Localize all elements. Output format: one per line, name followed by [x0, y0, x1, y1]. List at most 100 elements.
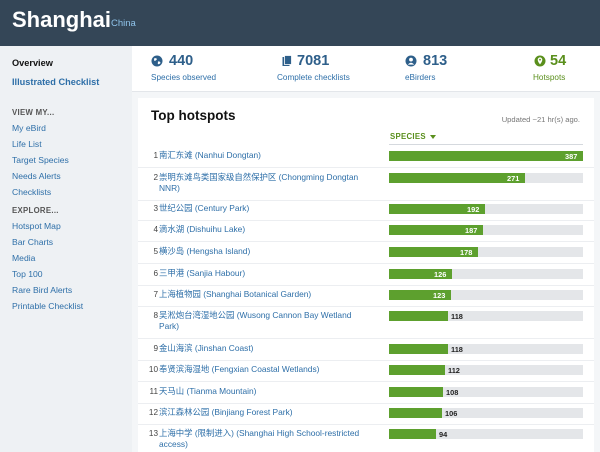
species-bar-track: 178	[389, 247, 583, 257]
species-count: 106	[445, 409, 458, 418]
hotspot-link[interactable]: 滨江森林公园 (Binjiang Forest Park)	[159, 407, 293, 417]
row-divider	[138, 424, 594, 425]
sidebar-item-top-100[interactable]: Top 100	[12, 269, 43, 279]
row-divider	[138, 360, 594, 361]
row-divider	[138, 263, 594, 264]
sidebar-item-needs-alerts[interactable]: Needs Alerts	[12, 171, 61, 181]
sidebar-item-rare-bird-alerts[interactable]: Rare Bird Alerts	[12, 285, 73, 295]
sidebar-item-hotspot-map[interactable]: Hotspot Map	[12, 221, 61, 231]
species-bar-track: 108	[389, 387, 583, 397]
sidebar-item-checklists[interactable]: Checklists	[12, 187, 52, 197]
hotspot-link[interactable]: 上海中学 (限制进入) (Shanghai High School-restri…	[159, 428, 360, 449]
species-bar	[389, 225, 483, 235]
species-bar	[389, 365, 445, 375]
row-divider	[138, 403, 594, 404]
species-bar	[389, 429, 436, 439]
species-bar-track: 106	[389, 408, 583, 418]
row-divider	[138, 338, 594, 339]
species-bar	[389, 290, 451, 300]
sidebar-section-explore: EXPLORE...	[12, 206, 59, 215]
row-divider	[138, 381, 594, 382]
species-count: 126	[434, 270, 447, 279]
hotspot-rank: 3	[153, 204, 158, 213]
species-count: 387	[565, 152, 578, 161]
hotspot-link[interactable]: 横沙岛 (Hengsha Island)	[159, 246, 251, 256]
page-title: Shanghai	[12, 7, 112, 32]
user-icon	[405, 55, 417, 67]
hotspot-link[interactable]: 天马山 (Tianma Mountain)	[159, 386, 257, 396]
hotspot-rank: 2	[153, 173, 158, 182]
species-bar	[389, 151, 583, 161]
country-link[interactable]: China	[111, 18, 136, 29]
species-bar-track: 123	[389, 290, 583, 300]
species-count: 187	[465, 226, 478, 235]
hotspot-link[interactable]: 三甲港 (Sanjia Habour)	[159, 268, 246, 278]
hotspot-rank: 4	[153, 225, 158, 234]
species-bar	[389, 387, 443, 397]
species-count: 271	[507, 174, 520, 183]
hotspot-link[interactable]: 奉贤滨海湿地 (Fengxian Coastal Wetlands)	[159, 364, 320, 374]
row-divider	[138, 285, 594, 286]
species-count: 192	[467, 205, 480, 214]
updated-timestamp: Updated ~21 hr(s) ago.	[501, 115, 580, 124]
section-title: Top hotspots	[151, 108, 236, 123]
sidebar-item-bar-charts[interactable]: Bar Charts	[12, 237, 54, 247]
header-divider	[389, 144, 583, 145]
hotspot-link[interactable]: 滴水湖 (Dishuihu Lake)	[159, 224, 246, 234]
stats-bar: 440 Species observed 7081 Complete check…	[132, 46, 600, 92]
row-divider	[138, 167, 594, 168]
hotspot-rank: 5	[153, 247, 158, 256]
species-count: 112	[448, 366, 460, 375]
species-bar-track: 112	[389, 365, 583, 375]
species-bar	[389, 344, 448, 354]
row-divider	[138, 306, 594, 307]
species-count: 108	[446, 388, 459, 397]
hotspot-rank: 10	[148, 365, 158, 374]
species-bar-track: 126	[389, 269, 583, 279]
hotspot-rank: 12	[148, 408, 158, 417]
sidebar-item-printable-checklist[interactable]: Printable Checklist	[12, 301, 84, 311]
top-hotspots-card: Top hotspots Updated ~21 hr(s) ago. SPEC…	[138, 98, 594, 452]
hotspot-link[interactable]: 南汇东滩 (Nanhui Dongtan)	[159, 150, 261, 160]
species-bar-track: 271	[389, 173, 583, 183]
hotspot-link[interactable]: 上海植物园 (Shanghai Botanical Garden)	[159, 289, 312, 299]
species-bar-track: 118	[389, 311, 583, 321]
species-bar	[389, 311, 448, 321]
sidebar-item-my-ebird[interactable]: My eBird	[12, 123, 46, 133]
species-bar-track: 118	[389, 344, 583, 354]
species-bar	[389, 173, 525, 183]
species-bar-track: 192	[389, 204, 583, 214]
hotspot-rank: 7	[153, 290, 158, 299]
sidebar-section-view: VIEW MY...	[12, 108, 55, 117]
species-sort-header[interactable]: SPECIES	[390, 132, 436, 141]
location-header: Shanghai China	[0, 0, 600, 46]
sidebar-item-illustrated-checklist[interactable]: Illustrated Checklist	[12, 77, 100, 87]
checklist-icon	[282, 55, 292, 66]
species-count: 118	[451, 312, 463, 321]
hotspot-rank: 1	[153, 151, 158, 160]
hotspot-rank: 11	[149, 387, 159, 396]
sidebar-item-life-list[interactable]: Life List	[12, 139, 42, 149]
row-divider	[138, 200, 594, 201]
hotspot-link[interactable]: 吴淞炮台湾湿地公园 (Wusong Cannon Bay Wetland Par…	[159, 310, 352, 331]
hotspot-rank: 9	[153, 344, 158, 353]
species-bar-track: 387	[389, 151, 583, 161]
species-bar	[389, 204, 485, 214]
species-bar-track: 187	[389, 225, 583, 235]
sidebar-item-overview[interactable]: Overview	[12, 58, 53, 68]
hotspot-link[interactable]: 世纪公园 (Century Park)	[159, 203, 250, 213]
hotspot-rank: 6	[153, 269, 158, 278]
row-divider	[138, 241, 594, 242]
hotspot-link[interactable]: 崇明东滩鸟类国家级自然保护区 (Chongming Dongtan NNR)	[159, 172, 359, 193]
sidebar-item-target-species[interactable]: Target Species	[12, 155, 69, 165]
species-bar-track: 94	[389, 429, 583, 439]
hotspot-rank: 13	[148, 429, 158, 438]
species-bar	[389, 269, 452, 279]
globe-icon	[151, 55, 163, 67]
hotspot-link[interactable]: 金山海滨 (Jinshan Coast)	[159, 343, 254, 353]
species-count: 94	[439, 430, 448, 439]
sidebar-item-media[interactable]: Media	[12, 253, 36, 263]
hotspot-rank: 8	[153, 311, 158, 320]
main-content: Top hotspots Updated ~21 hr(s) ago. SPEC…	[132, 92, 600, 452]
sidebar: Overview Illustrated Checklist VIEW MY..…	[0, 46, 132, 452]
